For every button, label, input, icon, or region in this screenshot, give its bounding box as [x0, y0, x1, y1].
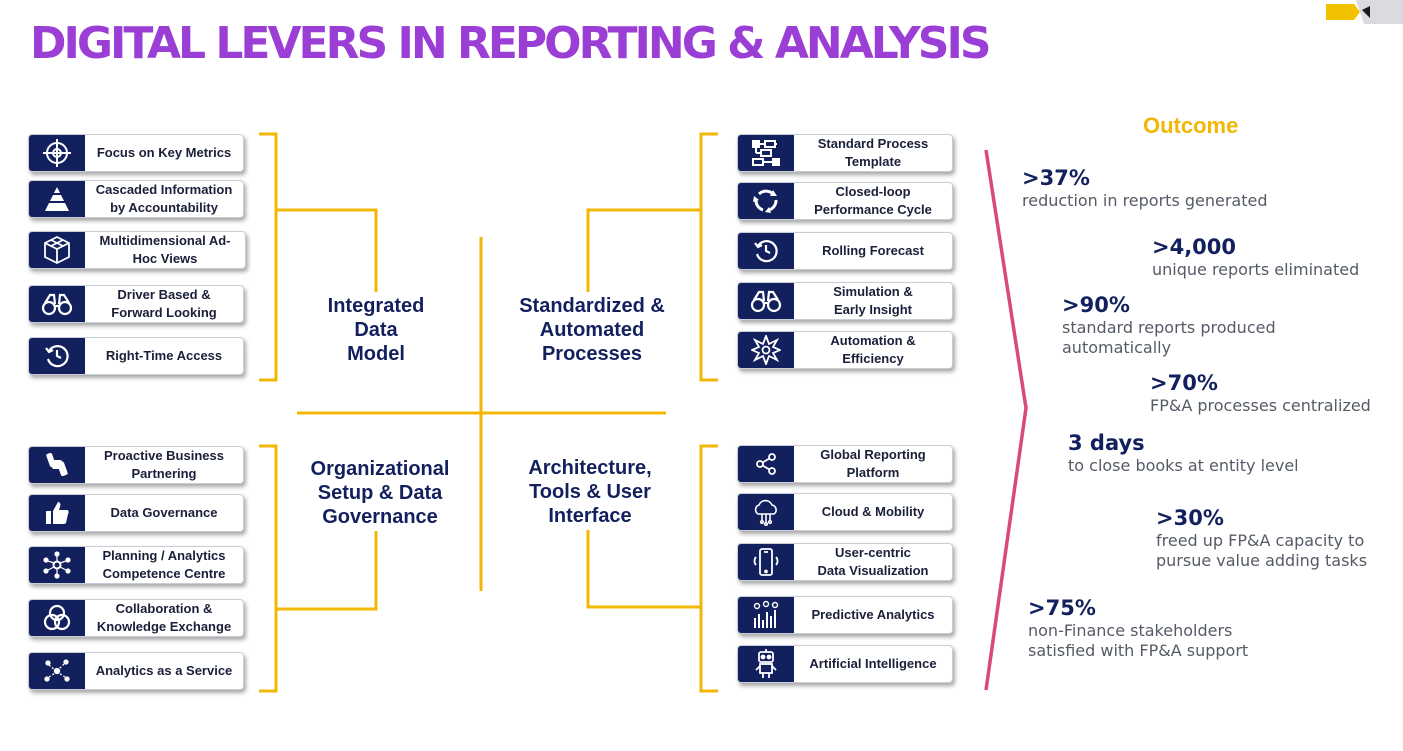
lever-artificial-intelligence: Artificial Intelligence: [737, 645, 953, 683]
lever-simulation-early-insight: Simulation & Early Insight: [737, 282, 953, 320]
venn-icon: [29, 600, 85, 636]
lever-user-centric-visualization: User-centric Data Visualization: [737, 543, 953, 581]
chart-icon: [738, 597, 794, 633]
lever-standard-process-template: Standard Process Template: [737, 134, 953, 172]
lever-multidimensional-views: Multidimensional Ad- Hoc Views: [28, 231, 246, 269]
robot-icon: [738, 646, 794, 682]
lever-focus-on-key-metrics: Focus on Key Metrics: [28, 134, 244, 172]
clock-icon: [738, 233, 794, 269]
quadrant-organizational-setup: Organizational Setup & Data Governance: [295, 455, 465, 531]
hub-icon: [29, 653, 85, 689]
lever-collaboration-knowledge: Collaboration & Knowledge Exchange: [28, 599, 244, 637]
handshake-icon: [29, 447, 85, 483]
outcome-stat: >70% FP&A processes centralized: [1150, 371, 1371, 415]
outcome-title: Outcome: [1143, 113, 1239, 138]
lever-planning-analytics-centre: Planning / Analytics Competence Centre: [28, 546, 244, 584]
network-icon: [29, 547, 85, 583]
lever-closed-loop-cycle: Closed-loop Performance Cycle: [737, 182, 953, 220]
lever-predictive-analytics: Predictive Analytics: [737, 596, 953, 634]
cycle-icon: [738, 183, 794, 219]
pyramid-icon: [29, 181, 85, 217]
outcome-stat: 3 days to close books at entity level: [1068, 431, 1299, 475]
outcome-stat: >4,000 unique reports eliminated: [1152, 235, 1360, 279]
target-icon: [29, 135, 85, 171]
page-title: DIGITAL LEVERS IN REPORTING & ANALYSIS: [30, 18, 992, 69]
outcome-stat: >30% freed up FP&A capacity to pursue va…: [1156, 506, 1368, 570]
clock-icon: [29, 338, 85, 374]
lever-proactive-business-partnering: Proactive Business Partnering: [28, 446, 244, 484]
outcome-stat: >90% standard reports produced automatic…: [1062, 293, 1276, 357]
lever-driver-based: Driver Based & Forward Looking: [28, 285, 244, 323]
outcome-stat: >37% reduction in reports generated: [1022, 166, 1268, 210]
quadrant-standardized-automated-processes: Standardized & Automated Processes: [504, 292, 680, 368]
outcome-stat: >75% non-Finance stakeholders satisfied …: [1028, 596, 1249, 660]
burst-icon: [738, 332, 794, 368]
share-icon: [738, 446, 794, 482]
phone-icon: [738, 544, 794, 580]
binoculars-icon: [29, 286, 85, 322]
cloud-icon: [738, 494, 794, 530]
lever-cascaded-information: Cascaded Information by Accountability: [28, 180, 244, 218]
cube-icon: [29, 232, 85, 268]
quadrant-integrated-data-model: Integrated Data Model: [313, 292, 439, 368]
lever-data-governance: Data Governance: [28, 494, 244, 532]
lever-analytics-as-a-service: Analytics as a Service: [28, 652, 244, 690]
lever-global-reporting-platform: Global Reporting Platform: [737, 445, 953, 483]
brand-logo: [1326, 0, 1403, 24]
binoculars-icon: [738, 283, 794, 319]
lever-rolling-forecast: Rolling Forecast: [737, 232, 953, 270]
lever-automation-efficiency: Automation & Efficiency: [737, 331, 953, 369]
lever-cloud-mobility: Cloud & Mobility: [737, 493, 953, 531]
quadrant-architecture-tools: Architecture, Tools & User Interface: [511, 454, 669, 530]
flowchart-icon: [738, 135, 794, 171]
lever-right-time-access: Right-Time Access: [28, 337, 244, 375]
thumbs-up-icon: [29, 495, 85, 531]
